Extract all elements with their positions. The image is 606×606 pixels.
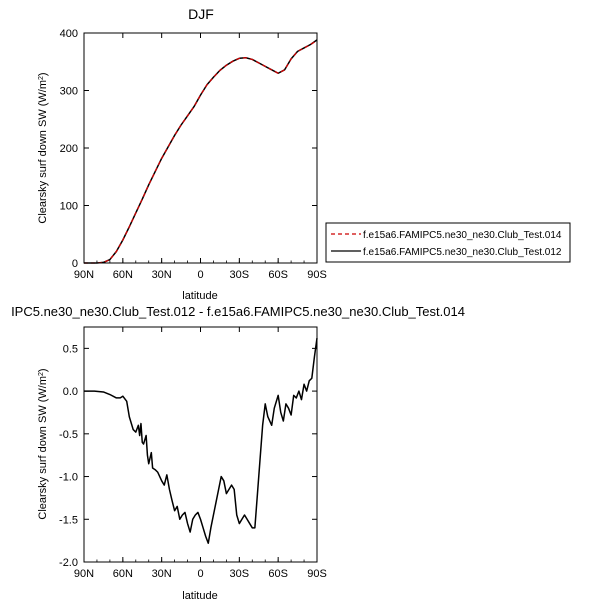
bottom-chart-x-tick-label-3: 0 <box>197 568 203 580</box>
top-chart-y-tick-label-3: 300 <box>60 86 78 98</box>
bottom-chart-x-tick-label-1: 60N <box>113 568 133 580</box>
top-chart-title: DJF <box>188 6 214 22</box>
bottom-chart-y-tick-label-5: -2.0 <box>59 557 78 569</box>
bottom-chart-y-tick-label-2: -0.5 <box>59 429 78 441</box>
bottom-chart-y-tick-label-0: 0.5 <box>63 343 78 355</box>
top-chart-legend: f.e15a6.FAMIPC5.ne30_ne30.Club_Test.014 … <box>325 222 571 263</box>
top-chart-y-tick-label-4: 400 <box>60 28 78 40</box>
top-chart-series-line-2 <box>84 39 318 264</box>
top-chart-y-tick-label-0: 0 <box>72 258 78 270</box>
top-chart-panel: DJF 90N 60N 30N 0 30S 60S 90S 0 100 200 300 400 la… <box>37 6 571 302</box>
bottom-chart-x-axis: 90N 60N 30N 0 30S 60S 90S <box>74 327 327 580</box>
bottom-chart-x-tick-label-6: 90S <box>307 568 327 580</box>
top-chart-x-tick-label-1: 60N <box>113 269 133 281</box>
top-chart-y-axis-label: Clearsky surf down SW (W/m2) <box>37 72 49 223</box>
top-chart-y-tick-label-1: 100 <box>60 201 78 213</box>
bottom-chart-title: IPC5.ne30_ne30.Club_Test.012 - f.e15a6.F… <box>11 304 465 319</box>
bottom-chart-x-tick-label-2: 30N <box>152 568 172 580</box>
legend-label-series-2: f.e15a6.FAMIPC5.ne30_ne30.Club_Test.012 <box>363 247 562 258</box>
top-chart-y-tick-label-2: 200 <box>60 143 78 155</box>
bottom-chart-x-tick-label-0: 90N <box>74 568 94 580</box>
bottom-chart-x-tick-label-4: 30S <box>230 568 250 580</box>
bottom-chart-series-line-1 <box>84 338 318 544</box>
top-chart-x-tick-label-0: 90N <box>74 269 94 281</box>
top-chart-x-tick-label-5: 60S <box>268 269 288 281</box>
bottom-chart-x-tick-label-5: 60S <box>268 568 288 580</box>
top-chart-x-tick-label-2: 30N <box>152 269 172 281</box>
bottom-chart-y-tick-label-4: -1.5 <box>59 514 78 526</box>
legend-box <box>325 222 571 263</box>
bottom-chart-y-axis-label: Clearsky surf down SW (W/m2) <box>37 368 49 519</box>
top-chart-x-axis: 90N 60N 30N 0 30S 60S 90S <box>74 33 327 281</box>
top-chart-x-tick-label-4: 30S <box>230 269 250 281</box>
bottom-chart-plot-area <box>83 326 318 563</box>
top-chart-y-axis: 0 100 200 300 400 <box>60 28 317 270</box>
bottom-chart-series <box>84 338 318 544</box>
top-chart-x-tick-label-6: 90S <box>307 269 327 281</box>
bottom-chart-x-axis-label: latitude <box>182 590 217 602</box>
bottom-chart-panel: IPC5.ne30_ne30.Club_Test.012 - f.e15a6.F… <box>11 304 465 602</box>
top-chart-x-axis-label: latitude <box>182 290 217 302</box>
bottom-chart-y-tick-label-1: 0.0 <box>63 386 78 398</box>
top-chart-series-line-1 <box>84 39 318 264</box>
bottom-chart-y-tick-label-3: -1.0 <box>59 472 78 484</box>
top-chart-series <box>84 39 318 264</box>
top-chart-x-tick-label-3: 0 <box>197 269 203 281</box>
top-chart-plot-area <box>83 32 318 264</box>
legend-label-series-1: f.e15a6.FAMIPC5.ne30_ne30.Club_Test.014 <box>363 230 562 241</box>
bottom-chart-y-axis: 0.5 0.0 -0.5 -1.0 -1.5 -2.0 <box>59 343 317 569</box>
